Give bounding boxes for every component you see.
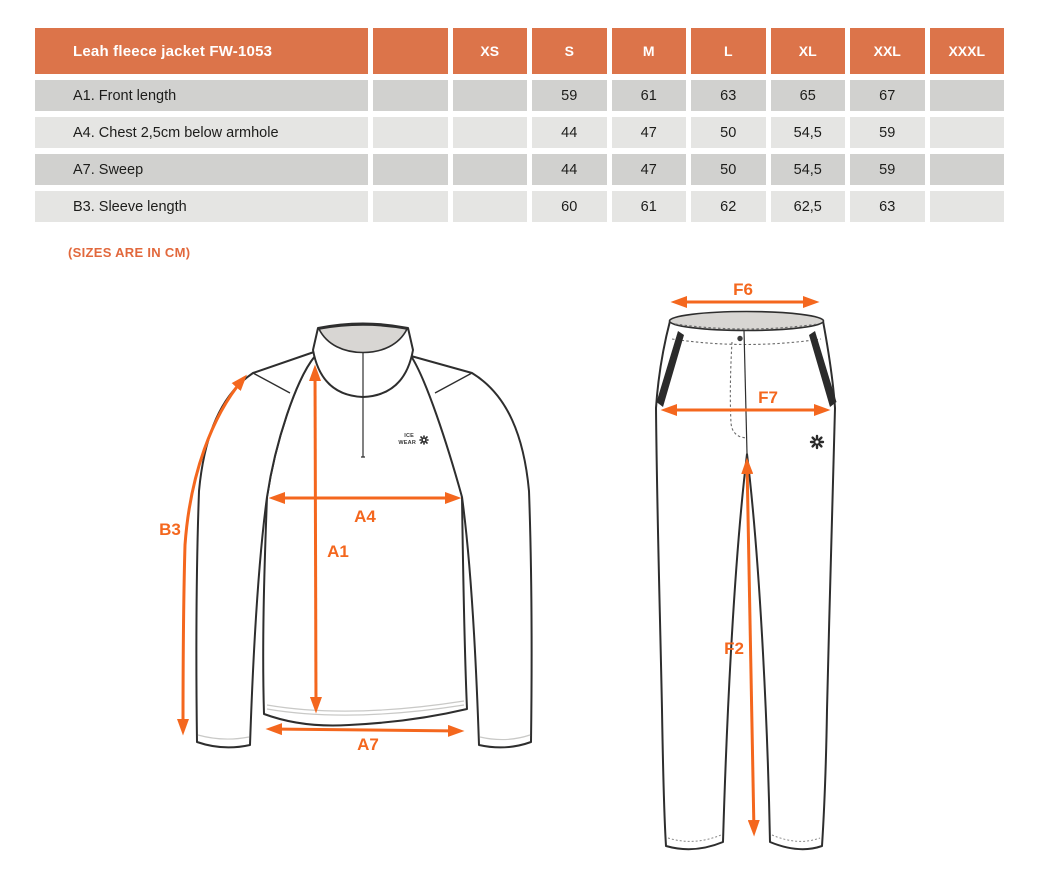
cell-value: 44 xyxy=(532,117,607,148)
cell-value: 50 xyxy=(691,117,766,148)
cell-value: 59 xyxy=(850,154,925,185)
left-hem-stitch xyxy=(667,834,722,842)
column-header-XXXL: XXXL xyxy=(929,28,1004,74)
row-label: A7. Sweep xyxy=(35,154,368,185)
pants-diagram: F6 F7 F2 xyxy=(655,280,837,851)
cell-value: 44 xyxy=(532,154,607,185)
cell-value: 62,5 xyxy=(770,191,845,222)
arrow-b3-sleeve-length xyxy=(177,374,247,736)
column-header-S: S xyxy=(532,28,607,74)
cell-value: 54,5 xyxy=(770,117,845,148)
table-title: Leah fleece jacket FW-1053 xyxy=(35,28,368,74)
cell-value: 59 xyxy=(850,117,925,148)
cell-value xyxy=(373,117,448,148)
cell-value xyxy=(452,80,527,111)
units-note: (SIZES ARE IN CM) xyxy=(68,245,191,260)
cell-value: 60 xyxy=(532,191,607,222)
hem-stitch xyxy=(266,700,465,716)
column-header-M: M xyxy=(611,28,686,74)
collar-inside xyxy=(317,324,409,354)
shoulder-seams xyxy=(252,372,473,394)
cell-value: 62 xyxy=(691,191,766,222)
cell-value xyxy=(373,191,448,222)
label-f2: F2 xyxy=(724,639,744,658)
snowflake-icon xyxy=(809,434,825,450)
column-header-L: L xyxy=(691,28,766,74)
cell-value: 59 xyxy=(532,80,607,111)
column-header-XS: XS xyxy=(452,28,527,74)
cell-value: 67 xyxy=(850,80,925,111)
arrow-f2-inseam xyxy=(741,457,760,837)
cell-value xyxy=(373,80,448,111)
column-header-XXL: XXL xyxy=(850,28,925,74)
jacket-diagram: ICE WEAR B3 A1 A4 A7 xyxy=(159,322,533,754)
cell-value xyxy=(929,191,1004,222)
cell-value: 47 xyxy=(611,117,686,148)
cell-value xyxy=(452,117,527,148)
logo-text-wear: WEAR xyxy=(398,440,416,446)
label-a4: A4 xyxy=(354,507,376,526)
left-pocket-opening xyxy=(656,331,684,407)
cell-value: 61 xyxy=(611,191,686,222)
cell-value: 47 xyxy=(611,154,686,185)
cell-value: 54,5 xyxy=(770,154,845,185)
waist-top xyxy=(668,310,825,332)
cell-value: 65 xyxy=(770,80,845,111)
arrow-a7-sweep xyxy=(265,723,465,737)
column-header-XL: XL xyxy=(770,28,845,74)
center-front-seam xyxy=(743,329,748,454)
jacket-right-sleeve xyxy=(410,355,533,749)
right-pocket-opening xyxy=(809,331,837,407)
cell-value xyxy=(929,117,1004,148)
cell-value: 61 xyxy=(611,80,686,111)
snowflake-icon xyxy=(419,435,429,445)
cell-value xyxy=(452,154,527,185)
label-a7: A7 xyxy=(357,735,379,754)
right-hem-stitch xyxy=(771,834,821,842)
cell-value xyxy=(929,154,1004,185)
cell-value: 63 xyxy=(850,191,925,222)
cell-value: 63 xyxy=(691,80,766,111)
waist-stitch xyxy=(674,323,819,330)
zipper-line xyxy=(361,397,365,458)
label-b3: B3 xyxy=(159,520,181,539)
column-header-blank xyxy=(373,28,448,74)
label-f6: F6 xyxy=(733,280,753,299)
row-label: A1. Front length xyxy=(35,80,368,111)
arrow-a1-front-length xyxy=(309,364,322,714)
logo-text-ice: ICE xyxy=(404,433,414,439)
cell-value xyxy=(373,154,448,185)
label-f7: F7 xyxy=(758,388,778,407)
cell-value xyxy=(929,80,1004,111)
row-label: A4. Chest 2,5cm below armhole xyxy=(35,117,368,148)
cell-value: 50 xyxy=(691,154,766,185)
pants-body xyxy=(655,320,836,851)
waist-button xyxy=(737,335,743,342)
cell-value xyxy=(452,191,527,222)
size-table: Leah fleece jacket FW-1053 XS S M L XL XXL XXXL… xyxy=(35,28,1004,222)
cuff-stitch xyxy=(197,734,531,741)
row-label: B3. Sleeve length xyxy=(35,191,368,222)
label-a1: A1 xyxy=(327,542,349,561)
